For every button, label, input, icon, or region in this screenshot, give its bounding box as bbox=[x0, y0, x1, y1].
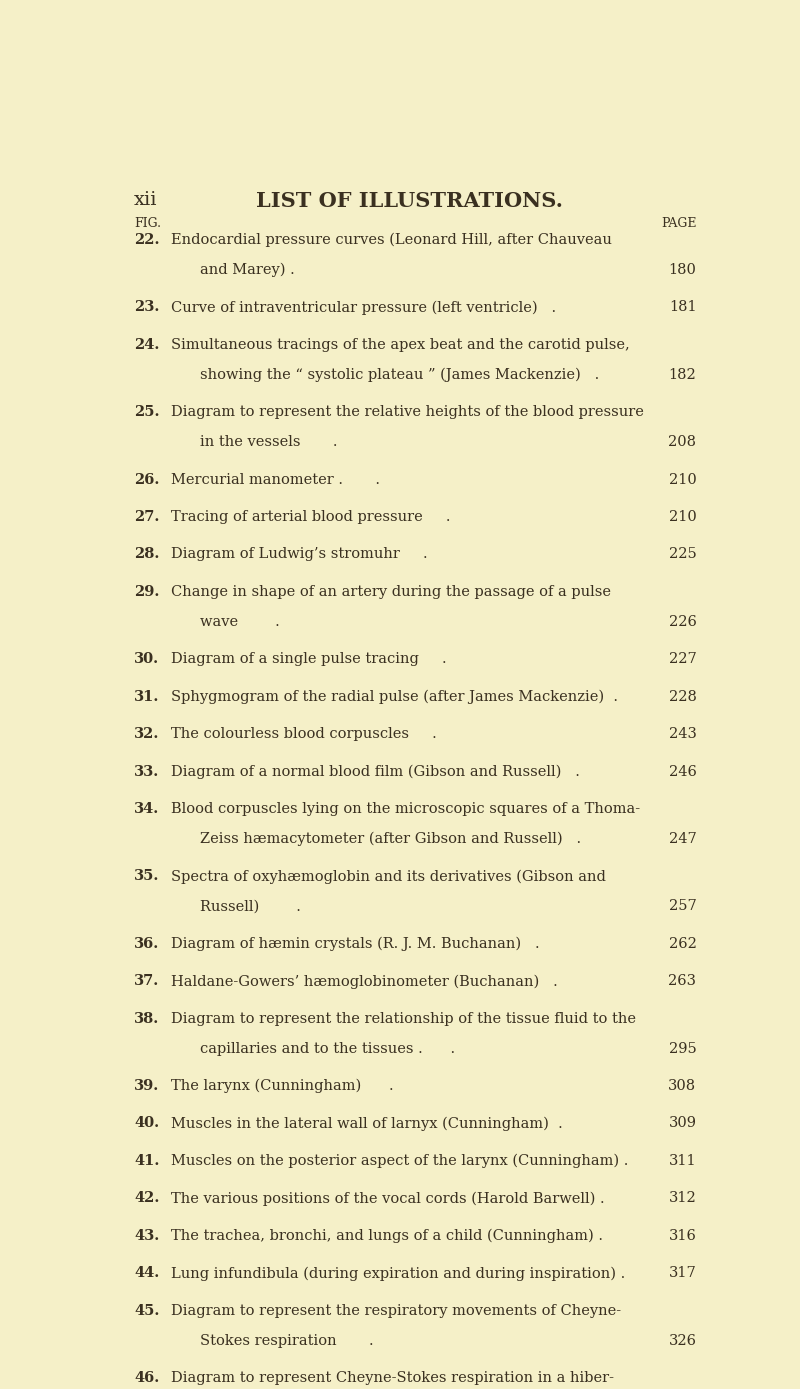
Text: 41.: 41. bbox=[134, 1154, 159, 1168]
Text: 22.: 22. bbox=[134, 233, 160, 247]
Text: Muscles on the posterior aspect of the larynx (Cunningham) .: Muscles on the posterior aspect of the l… bbox=[171, 1154, 629, 1168]
Text: Sphygmogram of the radial pulse (after James Mackenzie)  .: Sphygmogram of the radial pulse (after J… bbox=[171, 690, 618, 704]
Text: Diagram to represent Cheyne-Stokes respiration in a hiber-: Diagram to represent Cheyne-Stokes respi… bbox=[171, 1371, 614, 1385]
Text: 24.: 24. bbox=[134, 338, 159, 351]
Text: 295: 295 bbox=[669, 1042, 697, 1056]
Text: 316: 316 bbox=[669, 1229, 697, 1243]
Text: 180: 180 bbox=[669, 263, 697, 276]
Text: 309: 309 bbox=[669, 1117, 697, 1131]
Text: The various positions of the vocal cords (Harold Barwell) .: The various positions of the vocal cords… bbox=[171, 1192, 605, 1206]
Text: 308: 308 bbox=[668, 1079, 697, 1093]
Text: 34.: 34. bbox=[134, 801, 159, 815]
Text: Change in shape of an artery during the passage of a pulse: Change in shape of an artery during the … bbox=[171, 585, 611, 599]
Text: 35.: 35. bbox=[134, 870, 159, 883]
Text: FIG.: FIG. bbox=[134, 217, 161, 231]
Text: Diagram to represent the respiratory movements of Cheyne-: Diagram to represent the respiratory mov… bbox=[171, 1304, 622, 1318]
Text: Mercurial manometer .       .: Mercurial manometer . . bbox=[171, 472, 380, 486]
Text: 208: 208 bbox=[669, 435, 697, 449]
Text: Diagram of hæmin crystals (R. J. M. Buchanan)   .: Diagram of hæmin crystals (R. J. M. Buch… bbox=[171, 936, 540, 951]
Text: 326: 326 bbox=[669, 1333, 697, 1347]
Text: 42.: 42. bbox=[134, 1192, 159, 1206]
Text: Stokes respiration       .: Stokes respiration . bbox=[201, 1333, 374, 1347]
Text: Diagram to represent the relationship of the tissue fluid to the: Diagram to represent the relationship of… bbox=[171, 1011, 636, 1025]
Text: 38.: 38. bbox=[134, 1011, 159, 1025]
Text: 25.: 25. bbox=[134, 406, 160, 419]
Text: The larynx (Cunningham)      .: The larynx (Cunningham) . bbox=[171, 1079, 394, 1093]
Text: 262: 262 bbox=[669, 936, 697, 950]
Text: Diagram of a single pulse tracing     .: Diagram of a single pulse tracing . bbox=[171, 653, 447, 667]
Text: 28.: 28. bbox=[134, 547, 159, 561]
Text: 37.: 37. bbox=[134, 974, 159, 988]
Text: 311: 311 bbox=[669, 1154, 697, 1168]
Text: Diagram of a normal blood film (Gibson and Russell)   .: Diagram of a normal blood film (Gibson a… bbox=[171, 764, 580, 779]
Text: Tracing of arterial blood pressure     .: Tracing of arterial blood pressure . bbox=[171, 510, 451, 524]
Text: 210: 210 bbox=[669, 510, 697, 524]
Text: wave        .: wave . bbox=[201, 615, 280, 629]
Text: PAGE: PAGE bbox=[661, 217, 697, 231]
Text: xii: xii bbox=[134, 192, 158, 210]
Text: Spectra of oxyhæmoglobin and its derivatives (Gibson and: Spectra of oxyhæmoglobin and its derivat… bbox=[171, 870, 606, 883]
Text: Diagram of Ludwig’s stromuhr     .: Diagram of Ludwig’s stromuhr . bbox=[171, 547, 428, 561]
Text: Lung infundibula (during expiration and during inspiration) .: Lung infundibula (during expiration and … bbox=[171, 1267, 626, 1281]
Text: The trachea, bronchi, and lungs of a child (Cunningham) .: The trachea, bronchi, and lungs of a chi… bbox=[171, 1229, 603, 1243]
Text: 226: 226 bbox=[669, 615, 697, 629]
Text: Curve of intraventricular pressure (left ventricle)   .: Curve of intraventricular pressure (left… bbox=[171, 300, 557, 315]
Text: 33.: 33. bbox=[134, 764, 159, 779]
Text: 39.: 39. bbox=[134, 1079, 159, 1093]
Text: Russell)        .: Russell) . bbox=[201, 899, 302, 914]
Text: 210: 210 bbox=[669, 472, 697, 486]
Text: Endocardial pressure curves (Leonard Hill, after Chauveau: Endocardial pressure curves (Leonard Hil… bbox=[171, 233, 612, 247]
Text: Blood corpuscles lying on the microscopic squares of a Thoma-: Blood corpuscles lying on the microscopi… bbox=[171, 801, 641, 815]
Text: 46.: 46. bbox=[134, 1371, 159, 1385]
Text: 36.: 36. bbox=[134, 936, 159, 950]
Text: LIST OF ILLUSTRATIONS.: LIST OF ILLUSTRATIONS. bbox=[257, 192, 563, 211]
Text: Simultaneous tracings of the apex beat and the carotid pulse,: Simultaneous tracings of the apex beat a… bbox=[171, 338, 630, 351]
Text: 181: 181 bbox=[669, 300, 697, 314]
Text: 263: 263 bbox=[669, 974, 697, 988]
Text: Zeiss hæmacytometer (after Gibson and Russell)   .: Zeiss hæmacytometer (after Gibson and Ru… bbox=[201, 832, 582, 846]
Text: 228: 228 bbox=[669, 690, 697, 704]
Text: 23.: 23. bbox=[134, 300, 159, 314]
Text: 30.: 30. bbox=[134, 653, 159, 667]
Text: 29.: 29. bbox=[134, 585, 159, 599]
Text: 182: 182 bbox=[669, 368, 697, 382]
Text: 27.: 27. bbox=[134, 510, 159, 524]
Text: and Marey) .: and Marey) . bbox=[201, 263, 295, 278]
Text: 246: 246 bbox=[669, 764, 697, 779]
Text: 45.: 45. bbox=[134, 1304, 159, 1318]
Text: Diagram to represent the relative heights of the blood pressure: Diagram to represent the relative height… bbox=[171, 406, 644, 419]
Text: 317: 317 bbox=[669, 1267, 697, 1281]
Text: The colourless blood corpuscles     .: The colourless blood corpuscles . bbox=[171, 726, 437, 742]
Text: 43.: 43. bbox=[134, 1229, 159, 1243]
Text: 257: 257 bbox=[669, 899, 697, 914]
Text: 312: 312 bbox=[669, 1192, 697, 1206]
Text: 31.: 31. bbox=[134, 690, 159, 704]
Text: 26.: 26. bbox=[134, 472, 159, 486]
Text: Muscles in the lateral wall of larnyx (Cunningham)  .: Muscles in the lateral wall of larnyx (C… bbox=[171, 1117, 563, 1131]
Text: Haldane-Gowers’ hæmoglobinometer (Buchanan)   .: Haldane-Gowers’ hæmoglobinometer (Buchan… bbox=[171, 974, 558, 989]
Text: showing the “ systolic plateau ” (James Mackenzie)   .: showing the “ systolic plateau ” (James … bbox=[201, 368, 600, 382]
Text: 227: 227 bbox=[669, 653, 697, 667]
Text: 44.: 44. bbox=[134, 1267, 159, 1281]
Text: 247: 247 bbox=[669, 832, 697, 846]
Text: 225: 225 bbox=[669, 547, 697, 561]
Text: 243: 243 bbox=[669, 726, 697, 742]
Text: in the vessels       .: in the vessels . bbox=[201, 435, 338, 449]
Text: 40.: 40. bbox=[134, 1117, 159, 1131]
Text: 32.: 32. bbox=[134, 726, 159, 742]
Text: capillaries and to the tissues .      .: capillaries and to the tissues . . bbox=[201, 1042, 455, 1056]
